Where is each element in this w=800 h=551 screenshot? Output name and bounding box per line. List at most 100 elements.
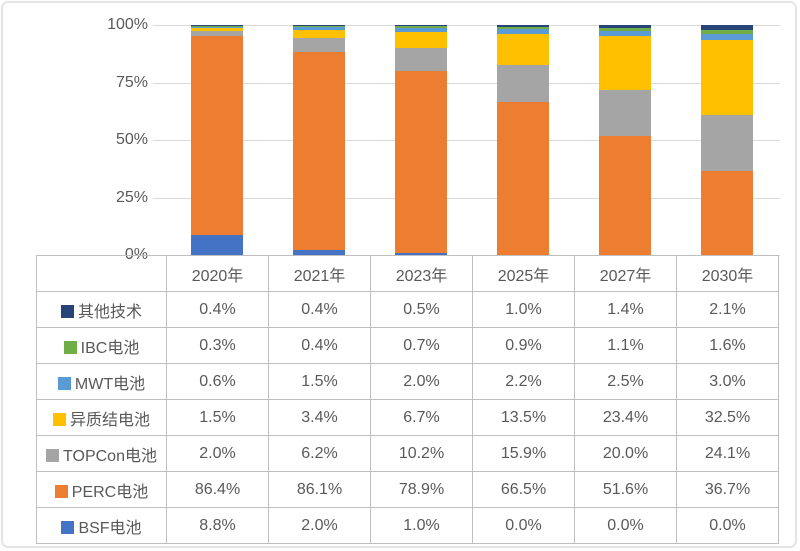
bar-segment — [497, 29, 549, 35]
value-cell: 20.0% — [574, 435, 677, 472]
year-column-header: 2023年 — [370, 255, 473, 292]
value-cell: 0.5% — [370, 291, 473, 328]
bar-segment — [395, 27, 447, 33]
legend-swatch-icon — [61, 520, 75, 534]
value-cell: 0.4% — [268, 291, 371, 328]
year-column-header: 2020年 — [166, 255, 269, 292]
bar-segment — [599, 90, 651, 137]
bar-segment — [599, 25, 651, 29]
value-cell: 6.7% — [370, 399, 473, 436]
bar-segment — [497, 65, 549, 103]
value-cell: 1.0% — [472, 291, 575, 328]
bar-segment — [701, 40, 753, 116]
bar-segment — [599, 36, 651, 91]
legend-cell: 其他技术 — [36, 291, 167, 328]
bar-segment — [293, 250, 345, 255]
stacked-bar-2030年 — [701, 25, 753, 255]
stacked-bar-2020年 — [191, 25, 243, 255]
bar-segment — [293, 25, 345, 26]
value-cell: 1.4% — [574, 291, 677, 328]
value-cell: 13.5% — [472, 399, 575, 436]
gridline-50 — [153, 140, 780, 141]
bar-segment — [497, 102, 549, 255]
table-row: BSF电池 8.8% 2.0% 1.0% 0.0% 0.0% 0.0% — [36, 507, 779, 544]
stacked-bar-chart: 100% 75% 50% 25% 0% — [3, 3, 800, 263]
value-cell: 3.0% — [676, 363, 779, 400]
stacked-bar-2025年 — [497, 25, 549, 255]
value-cell: 2.1% — [676, 291, 779, 328]
legend-cell: MWT电池 — [36, 363, 167, 400]
table-row: TOPCon电池 2.0% 6.2% 10.2% 15.9% 20.0% 24.1% — [36, 435, 779, 472]
table-corner-cell — [36, 255, 167, 292]
year-column-header: 2027年 — [574, 255, 677, 292]
value-cell: 1.5% — [166, 399, 269, 436]
value-cell: 23.4% — [574, 399, 677, 436]
bar-segment — [599, 136, 651, 255]
value-cell: 0.7% — [370, 327, 473, 364]
value-cell: 32.5% — [676, 399, 779, 436]
legend-swatch-icon — [60, 304, 74, 318]
bar-segment — [701, 29, 753, 34]
series-label: IBC电池 — [80, 339, 140, 357]
bar-segment — [395, 252, 447, 255]
bar-segment — [293, 52, 345, 251]
bar-segment — [395, 47, 447, 72]
value-cell: 2.0% — [166, 435, 269, 472]
y-tick-label: 100% — [107, 16, 148, 33]
value-cell: 0.0% — [472, 507, 575, 544]
bar-segment — [293, 38, 345, 53]
value-cell: 10.2% — [370, 435, 473, 472]
value-cell: 24.1% — [676, 435, 779, 472]
y-tick-label: 25% — [115, 189, 148, 206]
series-label: MWT电池 — [74, 375, 146, 393]
legend-cell: IBC电池 — [36, 327, 167, 364]
stacked-bar-2023年 — [395, 25, 447, 255]
bar-segment — [395, 71, 447, 253]
table-row: 其他技术 0.4% 0.4% 0.5% 1.0% 1.4% 2.1% — [36, 291, 779, 328]
legend-cell: BSF电池 — [36, 507, 167, 544]
value-cell: 2.2% — [472, 363, 575, 400]
value-cell: 86.1% — [268, 471, 371, 508]
year-column-header: 2030年 — [676, 255, 779, 292]
legend-swatch-icon — [52, 412, 66, 426]
series-label: BSF电池 — [78, 519, 142, 537]
series-label: 其他技术 — [77, 303, 142, 321]
value-cell: 1.1% — [574, 327, 677, 364]
value-cell: 3.4% — [268, 399, 371, 436]
value-cell: 0.4% — [268, 327, 371, 364]
series-label: 异质结电池 — [69, 411, 150, 429]
year-column-header: 2021年 — [268, 255, 371, 292]
value-cell: 36.7% — [676, 471, 779, 508]
table-row: IBC电池 0.3% 0.4% 0.7% 0.9% 1.1% 1.6% — [36, 327, 779, 364]
legend-swatch-icon — [54, 484, 68, 498]
bar-segment — [293, 25, 345, 27]
stacked-bar-2021年 — [293, 25, 345, 255]
bar-segment — [191, 234, 243, 255]
bar-segment — [701, 25, 753, 30]
value-cell: 6.2% — [268, 435, 371, 472]
value-cell: 1.0% — [370, 507, 473, 544]
stacked-bar-2027年 — [599, 25, 651, 255]
year-column-header: 2025年 — [472, 255, 575, 292]
bar-segment — [497, 25, 549, 28]
bar-segment — [395, 32, 447, 48]
legend-cell: 异质结电池 — [36, 399, 167, 436]
value-cell: 2.5% — [574, 363, 677, 400]
bar-segment — [191, 31, 243, 36]
value-cell: 0.9% — [472, 327, 575, 364]
value-cell: 0.0% — [574, 507, 677, 544]
value-cell: 0.0% — [676, 507, 779, 544]
bar-segment — [191, 25, 243, 26]
bar-segment — [701, 33, 753, 41]
value-cell: 2.0% — [268, 507, 371, 544]
legend-cell: TOPCon电池 — [36, 435, 167, 472]
bar-segment — [599, 28, 651, 31]
value-cell: 0.6% — [166, 363, 269, 400]
gridline-25 — [153, 198, 780, 199]
table-row: PERC电池 86.4% 86.1% 78.9% 66.5% 51.6% 36.7% — [36, 471, 779, 508]
value-cell: 0.4% — [166, 291, 269, 328]
legend-swatch-icon — [63, 340, 77, 354]
bar-segment — [191, 26, 243, 28]
bar-segment — [701, 170, 753, 255]
bar-segment — [395, 25, 447, 27]
